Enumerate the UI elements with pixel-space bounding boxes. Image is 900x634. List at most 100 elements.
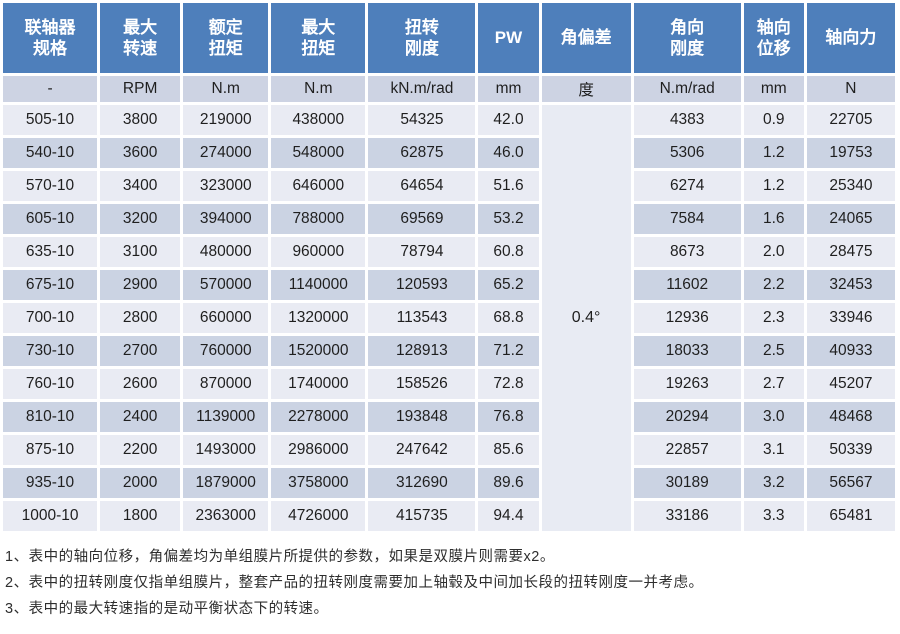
value-cell: 33946 xyxy=(806,303,895,333)
value-cell: 1879000 xyxy=(183,468,269,498)
table-row: 605-10 3200 394000 788000 69569 53.2 7584 1.6 24… xyxy=(3,204,895,234)
value-cell: 33186 xyxy=(633,501,741,531)
value-cell: 20294 xyxy=(633,402,741,432)
value-cell: 50339 xyxy=(806,435,895,465)
table-row: 540-10 3600 274000 548000 62875 46.0 5306 1.2 19… xyxy=(3,138,895,168)
value-cell: 8673 xyxy=(633,237,741,267)
value-cell: 3800 xyxy=(100,105,181,135)
value-cell: 2800 xyxy=(100,303,181,333)
value-cell: 394000 xyxy=(183,204,269,234)
value-cell: 85.6 xyxy=(478,435,539,465)
value-cell: 48468 xyxy=(806,402,895,432)
value-cell: 40933 xyxy=(806,336,895,366)
value-cell: 3100 xyxy=(100,237,181,267)
value-cell: 2278000 xyxy=(271,402,366,432)
value-cell: 1800 xyxy=(100,501,181,531)
value-cell: 438000 xyxy=(271,105,366,135)
value-cell: 2.5 xyxy=(743,336,804,366)
value-cell: 46.0 xyxy=(478,138,539,168)
spec-cell: 540-10 xyxy=(3,138,98,168)
angular-deviation-merged-cell: 0.4° xyxy=(541,105,631,531)
value-cell: 22705 xyxy=(806,105,895,135)
table-row: 675-10 2900 570000 1140000 120593 65.2 11602 2.… xyxy=(3,270,895,300)
value-cell: 71.2 xyxy=(478,336,539,366)
spec-cell: 700-10 xyxy=(3,303,98,333)
value-cell: 51.6 xyxy=(478,171,539,201)
footnotes: 1、表中的轴向位移，角偏差均为单组膜片所提供的参数，如果是双膜片则需要x2。 2… xyxy=(0,544,900,622)
value-cell: 2.0 xyxy=(743,237,804,267)
value-cell: 646000 xyxy=(271,171,366,201)
unit-cell: kN.m/rad xyxy=(368,76,476,102)
table-row: 760-10 2600 870000 1740000 158526 72.8 19263 2.… xyxy=(3,369,895,399)
unit-cell: mm xyxy=(743,76,804,102)
value-cell: 2900 xyxy=(100,270,181,300)
value-cell: 2400 xyxy=(100,402,181,432)
value-cell: 2000 xyxy=(100,468,181,498)
value-cell: 2200 xyxy=(100,435,181,465)
value-cell: 2.3 xyxy=(743,303,804,333)
value-cell: 6274 xyxy=(633,171,741,201)
spec-cell: 570-10 xyxy=(3,171,98,201)
unit-row: - RPM N.m N.m kN.m/rad mm 度 N.m/rad mm N xyxy=(3,76,895,102)
value-cell: 158526 xyxy=(368,369,476,399)
value-cell: 2986000 xyxy=(271,435,366,465)
unit-cell: N.m xyxy=(271,76,366,102)
unit-cell: mm xyxy=(478,76,539,102)
column-header: PW xyxy=(478,3,539,73)
value-cell: 53.2 xyxy=(478,204,539,234)
value-cell: 45207 xyxy=(806,369,895,399)
unit-cell: N.m/rad xyxy=(633,76,741,102)
table-row: 505-10 3800 219000 438000 54325 42.0 0.4° 4383 0… xyxy=(3,105,895,531)
value-cell: 3200 xyxy=(100,204,181,234)
spec-cell: 505-10 xyxy=(3,105,98,135)
value-cell: 11602 xyxy=(633,270,741,300)
column-header: 最大 转速 xyxy=(100,3,181,73)
value-cell: 2363000 xyxy=(183,501,269,531)
table-row: 1000-10 1800 2363000 4726000 415735 94.4 33186… xyxy=(3,501,895,531)
value-cell: 113543 xyxy=(368,303,476,333)
column-header: 轴向力 xyxy=(806,3,895,73)
table-body: - RPM N.m N.m kN.m/rad mm 度 N.m/rad mm N 505-10 380… xyxy=(3,76,895,531)
value-cell: 1.2 xyxy=(743,171,804,201)
value-cell: 62875 xyxy=(368,138,476,168)
value-cell: 760000 xyxy=(183,336,269,366)
value-cell: 56567 xyxy=(806,468,895,498)
value-cell: 323000 xyxy=(183,171,269,201)
value-cell: 2700 xyxy=(100,336,181,366)
table-row: 730-10 2700 760000 1520000 128913 71.2 18033 2.… xyxy=(3,336,895,366)
value-cell: 28475 xyxy=(806,237,895,267)
column-header: 联轴器 规格 xyxy=(3,3,98,73)
column-header: 角向 刚度 xyxy=(633,3,741,73)
value-cell: 32453 xyxy=(806,270,895,300)
spec-cell: 635-10 xyxy=(3,237,98,267)
value-cell: 42.0 xyxy=(478,105,539,135)
value-cell: 94.4 xyxy=(478,501,539,531)
value-cell: 3.0 xyxy=(743,402,804,432)
value-cell: 54325 xyxy=(368,105,476,135)
table-header: 联轴器 规格 最大 转速 额定 扭矩 最大 扭矩 扭转 刚度 PW 角偏差 角向 刚度 轴向 位… xyxy=(3,3,895,73)
value-cell: 120593 xyxy=(368,270,476,300)
value-cell: 64654 xyxy=(368,171,476,201)
table-row: 935-10 2000 1879000 3758000 312690 89.6 30189 3… xyxy=(3,468,895,498)
spec-cell: 1000-10 xyxy=(3,501,98,531)
value-cell: 65481 xyxy=(806,501,895,531)
value-cell: 69569 xyxy=(368,204,476,234)
value-cell: 78794 xyxy=(368,237,476,267)
spec-cell: 935-10 xyxy=(3,468,98,498)
column-header: 角偏差 xyxy=(541,3,631,73)
value-cell: 25340 xyxy=(806,171,895,201)
value-cell: 60.8 xyxy=(478,237,539,267)
value-cell: 1493000 xyxy=(183,435,269,465)
header-row: 联轴器 规格 最大 转速 额定 扭矩 最大 扭矩 扭转 刚度 PW 角偏差 角向 刚度 轴向 位… xyxy=(3,3,895,73)
value-cell: 4726000 xyxy=(271,501,366,531)
value-cell: 7584 xyxy=(633,204,741,234)
value-cell: 660000 xyxy=(183,303,269,333)
value-cell: 312690 xyxy=(368,468,476,498)
column-header: 额定 扭矩 xyxy=(183,3,269,73)
value-cell: 3.1 xyxy=(743,435,804,465)
value-cell: 480000 xyxy=(183,237,269,267)
value-cell: 247642 xyxy=(368,435,476,465)
value-cell: 2.7 xyxy=(743,369,804,399)
value-cell: 3600 xyxy=(100,138,181,168)
value-cell: 3.2 xyxy=(743,468,804,498)
